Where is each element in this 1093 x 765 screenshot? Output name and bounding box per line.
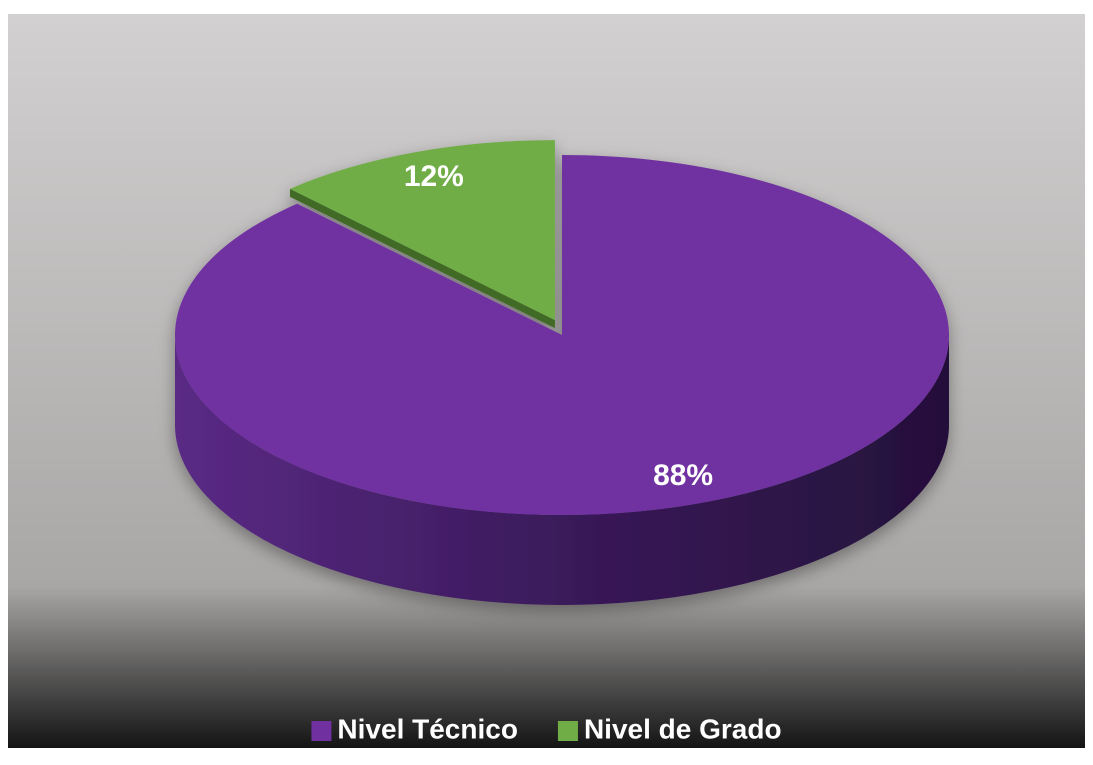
pie bbox=[175, 140, 949, 605]
legend-swatch bbox=[311, 721, 332, 741]
slice-side bbox=[175, 335, 949, 605]
slice bbox=[175, 155, 949, 515]
legend-label: Nivel de Grado bbox=[584, 713, 782, 744]
slice-edge bbox=[290, 188, 555, 329]
legend-label: Nivel Técnico bbox=[337, 713, 518, 744]
slice bbox=[290, 140, 555, 321]
data-label: 88% bbox=[653, 459, 713, 492]
labels: 88% 12% bbox=[404, 160, 713, 492]
data-label: 12% bbox=[404, 160, 464, 193]
legend: Nivel Técnico Nivel de Grado bbox=[311, 713, 782, 744]
legend-swatch bbox=[557, 721, 578, 741]
